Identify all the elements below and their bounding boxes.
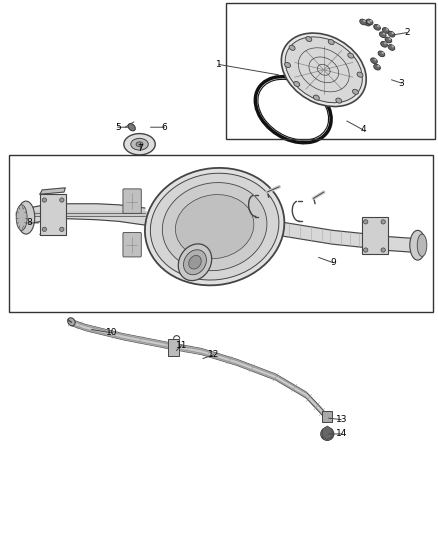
Ellipse shape xyxy=(367,21,370,23)
Text: 9: 9 xyxy=(331,259,336,267)
Ellipse shape xyxy=(386,28,389,30)
Ellipse shape xyxy=(353,90,358,94)
Ellipse shape xyxy=(360,19,367,25)
Ellipse shape xyxy=(285,37,362,103)
Ellipse shape xyxy=(348,53,354,58)
Text: 10: 10 xyxy=(106,328,118,337)
Text: 5: 5 xyxy=(115,123,120,132)
Ellipse shape xyxy=(388,31,395,37)
Text: 12: 12 xyxy=(208,350,219,359)
Bar xyxy=(168,339,179,356)
Ellipse shape xyxy=(60,227,64,231)
Text: 1: 1 xyxy=(216,60,222,69)
Ellipse shape xyxy=(306,36,312,42)
Ellipse shape xyxy=(410,230,426,260)
Ellipse shape xyxy=(377,65,380,67)
Ellipse shape xyxy=(323,432,332,440)
Ellipse shape xyxy=(389,38,391,40)
Ellipse shape xyxy=(381,52,384,54)
Ellipse shape xyxy=(42,227,46,231)
Ellipse shape xyxy=(289,45,295,50)
Ellipse shape xyxy=(377,25,380,27)
Ellipse shape xyxy=(294,82,300,86)
Ellipse shape xyxy=(145,168,284,285)
Ellipse shape xyxy=(16,205,27,230)
Ellipse shape xyxy=(150,173,279,280)
Ellipse shape xyxy=(364,20,371,26)
Ellipse shape xyxy=(364,248,368,252)
Ellipse shape xyxy=(328,39,334,45)
Ellipse shape xyxy=(392,32,394,34)
Ellipse shape xyxy=(176,195,254,259)
Ellipse shape xyxy=(371,58,378,63)
Bar xyxy=(322,411,332,422)
Text: 8: 8 xyxy=(26,219,32,228)
Polygon shape xyxy=(40,188,65,194)
Ellipse shape xyxy=(370,20,372,22)
Ellipse shape xyxy=(388,45,395,50)
Ellipse shape xyxy=(366,19,373,25)
FancyBboxPatch shape xyxy=(123,232,141,257)
Ellipse shape xyxy=(314,95,319,100)
Ellipse shape xyxy=(17,201,35,234)
Bar xyxy=(40,194,66,235)
Ellipse shape xyxy=(384,42,387,44)
Ellipse shape xyxy=(336,98,342,103)
Ellipse shape xyxy=(128,124,135,131)
Ellipse shape xyxy=(124,134,155,155)
Ellipse shape xyxy=(381,220,385,224)
Ellipse shape xyxy=(374,64,381,70)
Ellipse shape xyxy=(383,33,385,35)
Ellipse shape xyxy=(392,45,394,47)
Ellipse shape xyxy=(382,28,389,34)
Ellipse shape xyxy=(321,427,334,440)
Ellipse shape xyxy=(258,79,328,140)
Ellipse shape xyxy=(285,62,290,68)
Ellipse shape xyxy=(363,20,366,22)
Bar xyxy=(10,155,433,312)
Ellipse shape xyxy=(136,142,143,147)
FancyBboxPatch shape xyxy=(123,189,141,213)
Text: 4: 4 xyxy=(360,125,366,134)
Ellipse shape xyxy=(378,51,385,56)
Bar xyxy=(362,216,388,254)
Ellipse shape xyxy=(379,32,386,38)
Text: 13: 13 xyxy=(336,415,347,424)
Ellipse shape xyxy=(42,198,46,202)
Text: 2: 2 xyxy=(404,28,410,37)
Ellipse shape xyxy=(68,318,75,326)
Ellipse shape xyxy=(417,234,427,256)
Ellipse shape xyxy=(60,198,64,202)
Ellipse shape xyxy=(381,248,385,252)
Polygon shape xyxy=(280,222,420,253)
Ellipse shape xyxy=(385,37,392,43)
Bar xyxy=(226,3,435,139)
Text: 6: 6 xyxy=(162,123,167,132)
Ellipse shape xyxy=(162,183,267,271)
Ellipse shape xyxy=(189,255,201,269)
Text: 7: 7 xyxy=(138,144,143,153)
Polygon shape xyxy=(18,204,145,225)
Ellipse shape xyxy=(357,72,363,77)
Ellipse shape xyxy=(131,139,148,150)
Ellipse shape xyxy=(381,42,387,47)
Ellipse shape xyxy=(374,59,377,61)
Polygon shape xyxy=(40,228,65,235)
Ellipse shape xyxy=(364,220,368,224)
Text: 11: 11 xyxy=(176,341,187,350)
Text: 3: 3 xyxy=(399,78,404,87)
Ellipse shape xyxy=(178,244,212,280)
Ellipse shape xyxy=(374,25,381,30)
Text: 14: 14 xyxy=(336,430,348,439)
Ellipse shape xyxy=(281,33,366,107)
Ellipse shape xyxy=(184,250,206,274)
